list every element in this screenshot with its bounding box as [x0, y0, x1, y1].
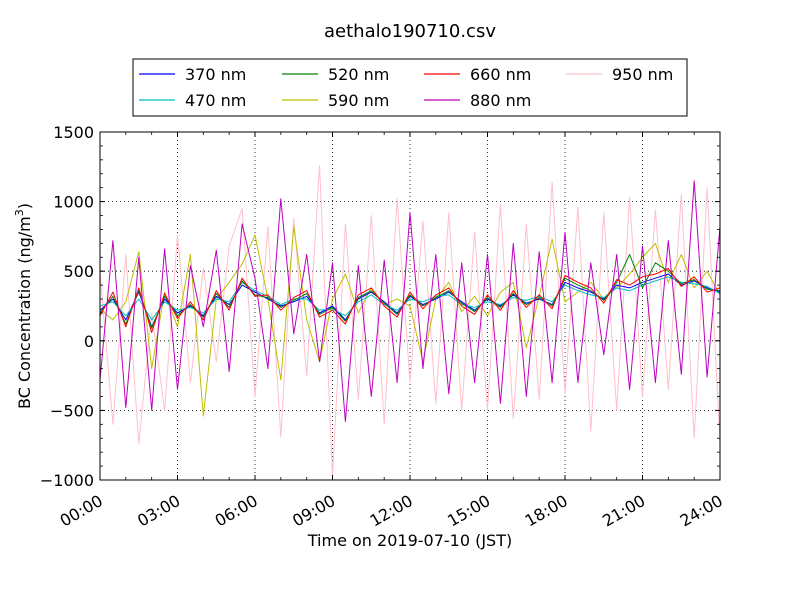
y-axis: 1500 1000 500 0 −500 −1000	[40, 123, 720, 490]
legend-label: 370 nm	[185, 65, 246, 84]
x-tick-label: 15:00	[444, 491, 493, 531]
x-tick-label: 12:00	[367, 491, 416, 531]
series-line-520-nm	[100, 254, 720, 329]
plot-area	[100, 164, 720, 478]
y-tick-label: −1000	[40, 471, 94, 490]
series-line-660-nm	[100, 267, 720, 333]
y-tick-label: 500	[63, 262, 94, 281]
x-tick-label: 00:00	[57, 491, 106, 531]
series-line-880-nm	[100, 180, 720, 422]
y-tick-label: 0	[84, 332, 94, 351]
series-line-370-nm	[100, 273, 720, 328]
chart-title: aethalo190710.csv	[324, 21, 496, 42]
x-tick-label: 21:00	[599, 491, 648, 531]
legend-label: 880 nm	[470, 91, 531, 110]
series-line-590-nm	[100, 226, 720, 417]
legend-label: 470 nm	[185, 91, 246, 110]
legend-label: 520 nm	[328, 65, 389, 84]
y-axis-label: BC Concentration (ng/m3)	[13, 203, 34, 409]
legend-label: 590 nm	[328, 91, 389, 110]
legend-label: 660 nm	[470, 65, 531, 84]
x-tick-label: 06:00	[212, 491, 261, 531]
y-tick-label: 1000	[53, 193, 94, 212]
legend: 370 nm 470 nm 520 nm 590 nm 660 nm 880 nm 950 …	[132, 58, 688, 117]
legend-label: 950 nm	[612, 65, 673, 84]
y-tick-label: −500	[50, 401, 94, 420]
x-tick-label: 18:00	[522, 491, 571, 531]
x-tick-label: 03:00	[134, 491, 183, 531]
legend-box	[132, 58, 688, 117]
series-line-950-nm	[100, 164, 720, 478]
x-axis-label: Time on 2019-07-10 (JST)	[307, 531, 512, 550]
x-tick-label: 24:00	[677, 491, 726, 531]
y-tick-label: 1500	[53, 123, 94, 142]
x-tick-label: 09:00	[289, 491, 338, 531]
series-line-470-nm	[100, 276, 720, 321]
